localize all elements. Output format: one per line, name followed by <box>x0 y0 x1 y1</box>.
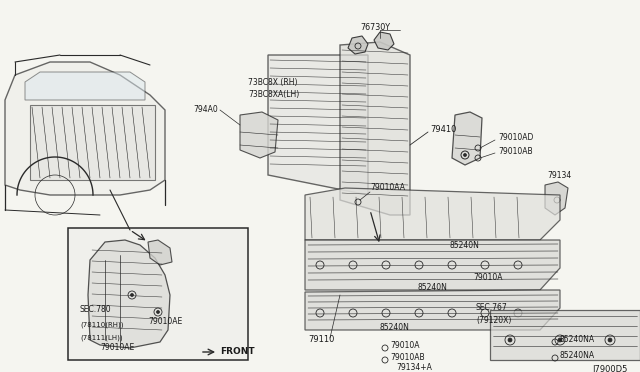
Text: SEC.780: SEC.780 <box>80 305 111 314</box>
Text: SEC.767: SEC.767 <box>476 304 508 312</box>
Text: 79010AE: 79010AE <box>148 317 182 327</box>
Text: 85240NA: 85240NA <box>560 336 595 344</box>
Text: 79134+A: 79134+A <box>396 363 432 372</box>
Text: 85240NA: 85240NA <box>560 350 595 359</box>
Polygon shape <box>268 55 368 195</box>
Polygon shape <box>305 290 560 330</box>
Text: 79410: 79410 <box>430 125 456 135</box>
Text: (78110(RH)): (78110(RH)) <box>80 322 124 328</box>
Polygon shape <box>148 240 172 265</box>
Text: 73BC8X (RH): 73BC8X (RH) <box>248 77 298 87</box>
Text: 76730Y: 76730Y <box>360 23 390 32</box>
Polygon shape <box>240 112 278 158</box>
Polygon shape <box>305 240 560 290</box>
Polygon shape <box>88 240 170 348</box>
Polygon shape <box>348 36 368 54</box>
Polygon shape <box>340 42 410 215</box>
Text: 79010AB: 79010AB <box>498 148 532 157</box>
Circle shape <box>131 294 134 296</box>
Circle shape <box>508 338 512 342</box>
Bar <box>68 228 248 360</box>
Polygon shape <box>5 62 165 195</box>
Polygon shape <box>490 310 640 360</box>
Text: 79010AB: 79010AB <box>390 353 424 362</box>
Polygon shape <box>374 32 394 50</box>
Polygon shape <box>545 182 568 215</box>
Circle shape <box>463 154 467 157</box>
Text: 79010A: 79010A <box>473 273 502 282</box>
Text: 79010AA: 79010AA <box>370 183 405 192</box>
Text: 79110: 79110 <box>308 336 334 344</box>
Text: 79010AD: 79010AD <box>498 134 533 142</box>
Text: 79010A: 79010A <box>390 340 419 350</box>
Text: 85240N: 85240N <box>450 241 480 250</box>
Text: 794A0: 794A0 <box>193 106 218 115</box>
Text: 85240N: 85240N <box>380 324 410 333</box>
Polygon shape <box>30 105 155 180</box>
Circle shape <box>157 311 159 314</box>
Text: 79010AE: 79010AE <box>100 343 134 353</box>
Text: 79134: 79134 <box>547 170 572 180</box>
Text: 85240N: 85240N <box>418 283 448 292</box>
Polygon shape <box>452 112 482 165</box>
Text: 73BC8XA(LH): 73BC8XA(LH) <box>248 90 300 99</box>
Circle shape <box>608 338 612 342</box>
Polygon shape <box>305 188 560 240</box>
Text: (78111(LH)): (78111(LH)) <box>80 335 123 341</box>
Polygon shape <box>25 72 145 100</box>
Circle shape <box>558 338 562 342</box>
Text: (79120X): (79120X) <box>476 315 511 324</box>
Text: J7900D5: J7900D5 <box>593 365 628 372</box>
Text: FRONT: FRONT <box>220 347 255 356</box>
